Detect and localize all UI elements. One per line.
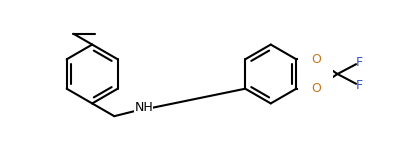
Text: O: O [311, 53, 321, 66]
Text: O: O [311, 82, 321, 95]
Text: F: F [356, 56, 363, 69]
Text: F: F [356, 79, 363, 92]
Text: NH: NH [134, 101, 153, 114]
